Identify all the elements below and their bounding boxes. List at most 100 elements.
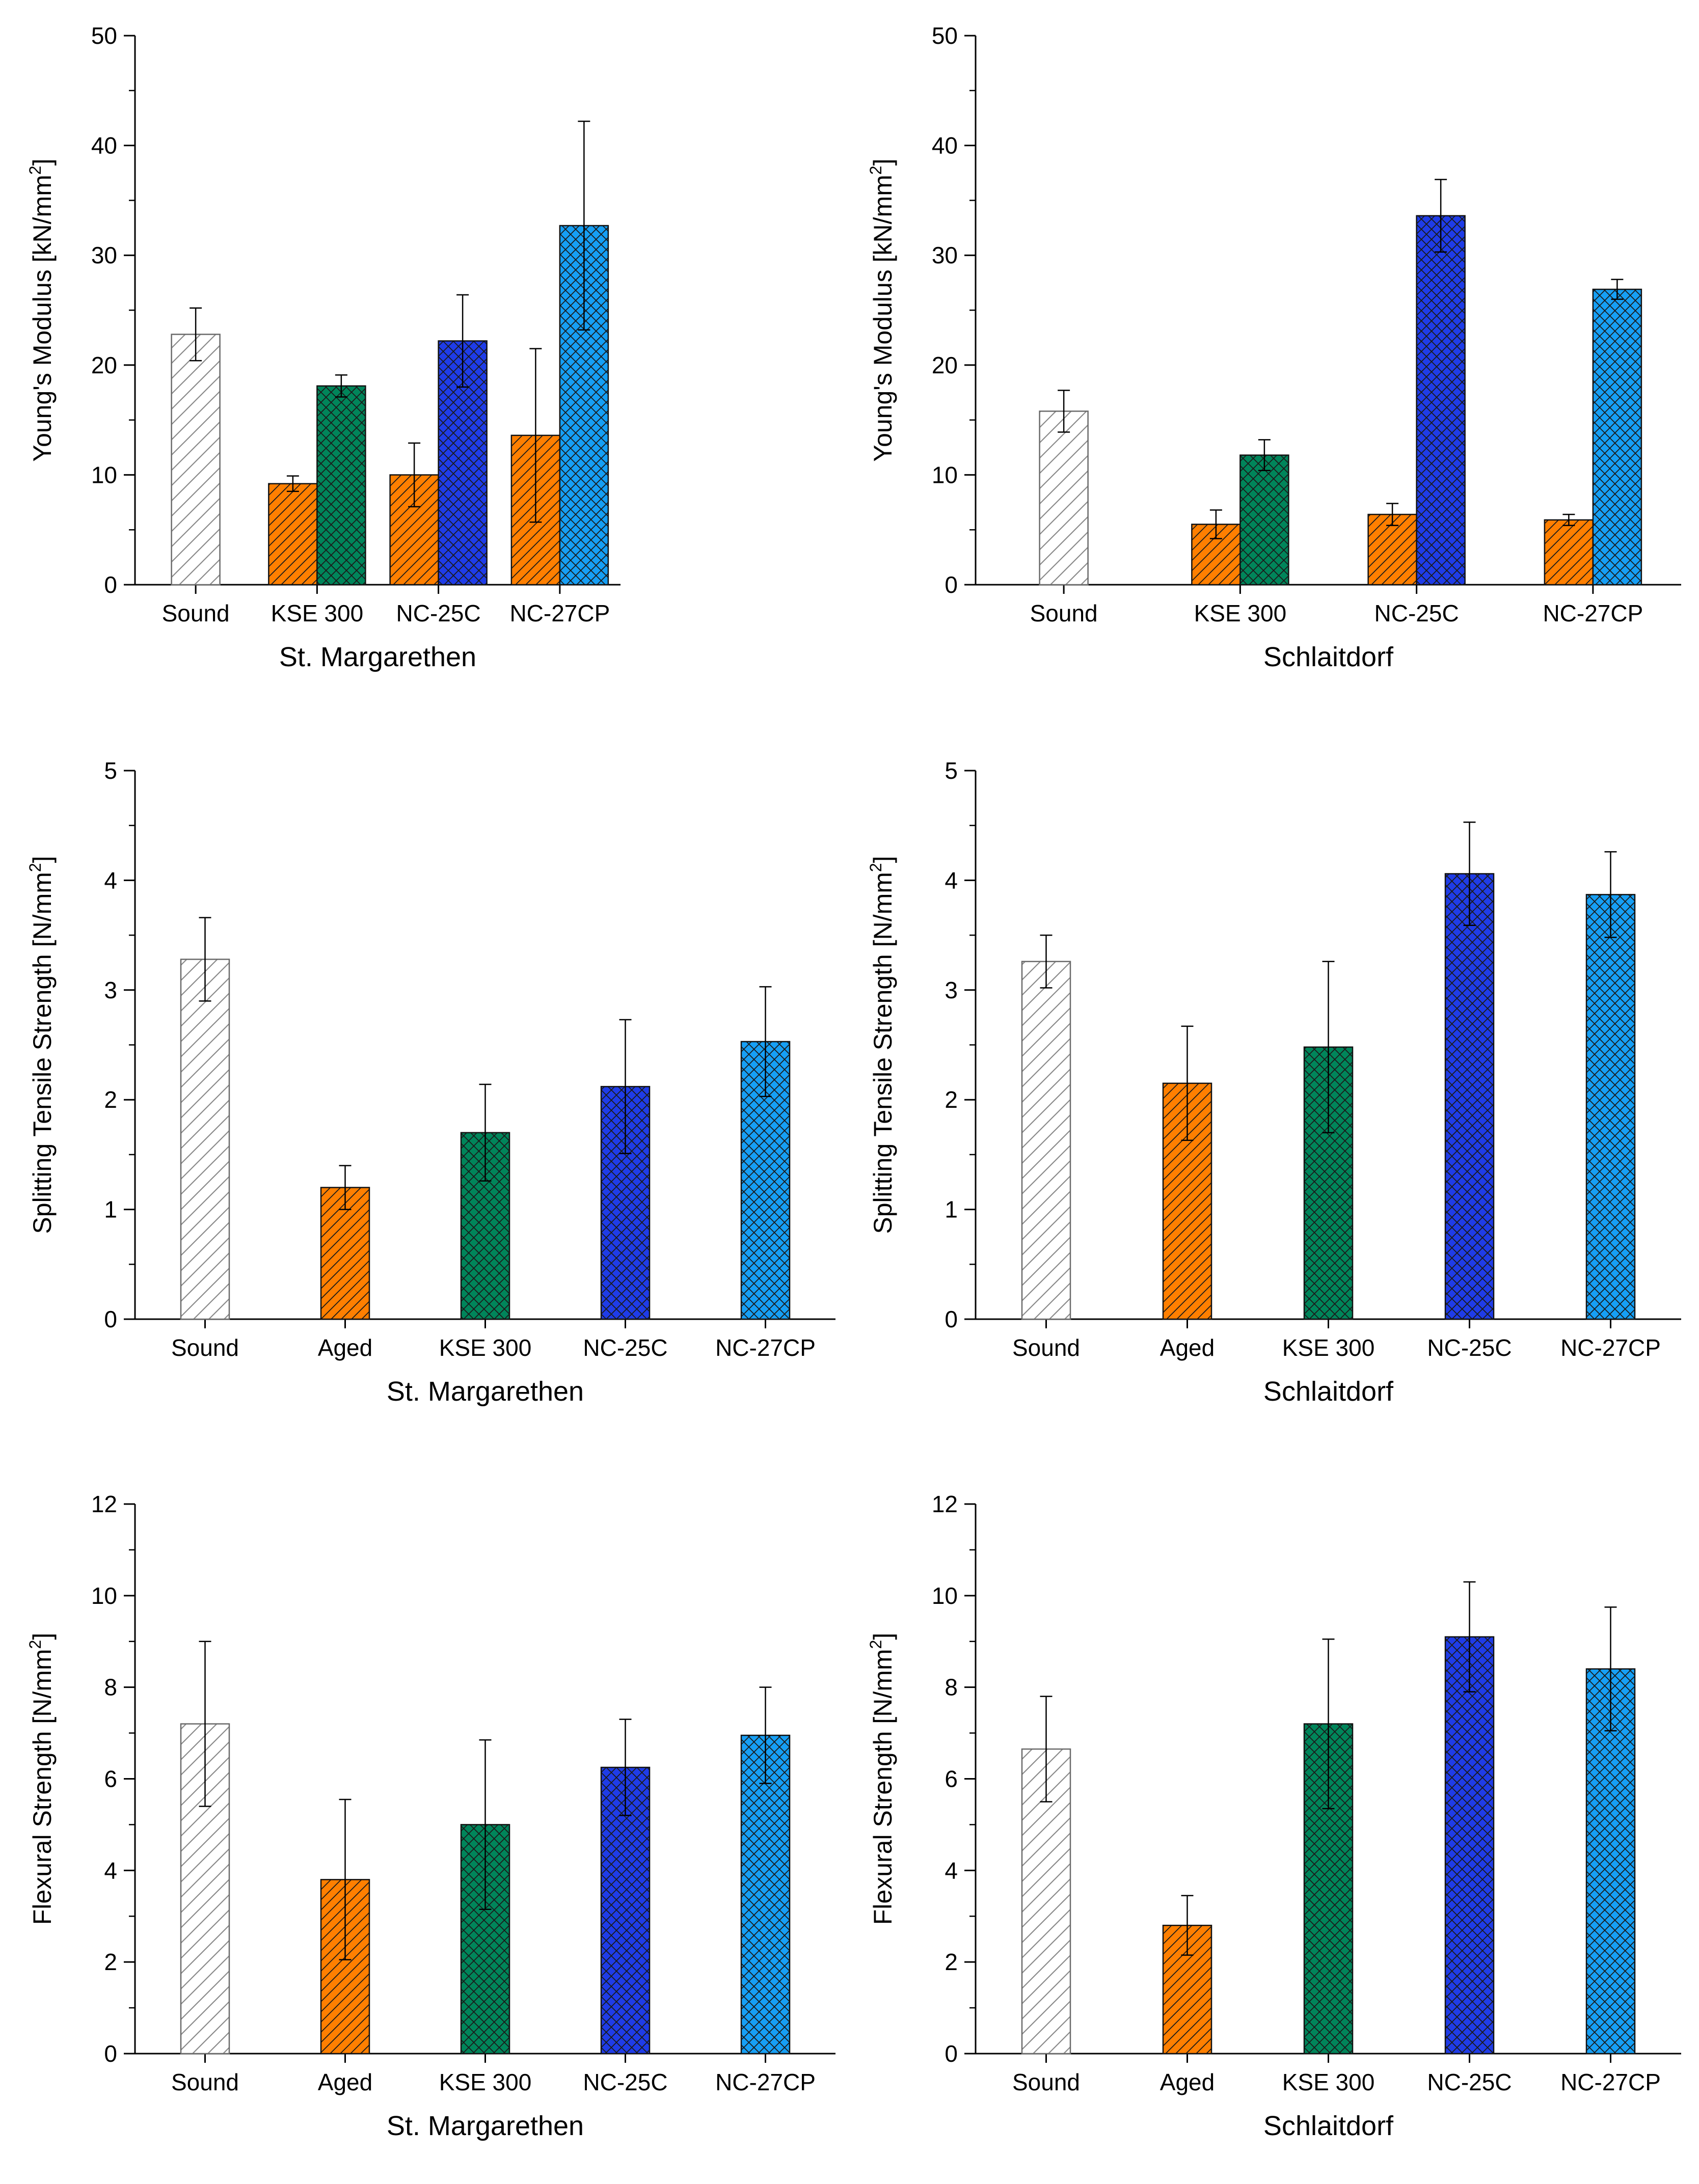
y-tick-label: 10 (932, 1582, 958, 1609)
y-tick-label: 4 (104, 1857, 117, 1883)
x-tick-label: KSE 300 (439, 1334, 532, 1361)
x-tick-label: Sound (1012, 1334, 1080, 1361)
chart-panel-1: 0 10 20 30 40 50 Sound KSE 300 NC-25C NC-27CP St. … (26, 22, 621, 672)
y-axis-title: Flexural Strength [N/mm2] (867, 1633, 897, 1925)
chart-panel-4: 0 1 2 3 4 5 Sound Aged KSE 300 NC-25C NC-27CP Schla… (867, 757, 1681, 1407)
x-tick-label: Aged (318, 2069, 372, 2095)
bar (316, 385, 366, 586)
y-tick-label: 6 (945, 1766, 958, 1792)
y-tick-label: 1 (104, 1196, 117, 1223)
y-tick-label: 3 (945, 977, 958, 1003)
x-tick-label: NC-27CP (715, 2069, 816, 2095)
bar (1585, 894, 1636, 1320)
y-tick-label: 5 (104, 757, 117, 784)
bar (1416, 215, 1466, 586)
bar (171, 334, 221, 586)
bar (740, 1734, 791, 2055)
y-tick-label: 1 (945, 1196, 958, 1223)
y-tick-label: 2 (104, 1949, 117, 1975)
x-tick-label: KSE 300 (271, 600, 364, 626)
bar (600, 1086, 651, 1320)
y-tick-label: 0 (945, 2040, 958, 2067)
x-axis-title: Schlaitdorf (1263, 1376, 1394, 1407)
bar (1444, 873, 1495, 1320)
x-tick-label: Aged (1160, 1334, 1215, 1361)
x-axis-title: St. Margarethen (387, 2111, 584, 2141)
chart-panel-2: 0 10 20 30 40 50 Sound KSE 300 NC-25C NC-27CP Schl… (867, 22, 1681, 672)
y-tick-label: 12 (91, 1491, 117, 1517)
x-tick-label: NC-27CP (1543, 600, 1643, 626)
bar (1444, 1636, 1495, 2055)
x-tick-label: KSE 300 (439, 2069, 532, 2095)
y-tick-label: 20 (91, 352, 117, 378)
x-tick-label: Aged (1160, 2069, 1215, 2095)
x-tick-label: NC-25C (583, 1334, 667, 1361)
x-tick-label: Sound (1030, 600, 1098, 626)
y-tick-label: 50 (91, 22, 117, 49)
x-tick-label: NC-25C (1427, 2069, 1512, 2095)
y-tick-label: 2 (945, 1949, 958, 1975)
y-axis-title: Flexural Strength [N/mm2] (26, 1633, 57, 1925)
chart-panel-6: 0 2 4 6 8 10 12 Sound Aged KSE 300 NC-25C NC-27CP Sc… (867, 1491, 1681, 2141)
x-tick-label: KSE 300 (1194, 600, 1287, 626)
x-tick-label: Aged (318, 1334, 372, 1361)
y-tick-label: 10 (91, 461, 117, 488)
x-tick-label: NC-25C (1374, 600, 1459, 626)
y-tick-label: 0 (104, 1306, 117, 1332)
x-tick-label: Sound (1012, 2069, 1080, 2095)
y-axis-title: Young's Modulus [kN/mm2] (26, 158, 57, 461)
x-tick-label: NC-25C (1427, 1334, 1512, 1361)
bar (1039, 411, 1089, 586)
y-tick-label: 4 (104, 867, 117, 893)
x-tick-label: KSE 300 (1282, 1334, 1375, 1361)
y-tick-label: 30 (91, 242, 117, 268)
x-axis-title: St. Margarethen (279, 642, 476, 672)
y-tick-label: 8 (104, 1674, 117, 1701)
x-tick-label: NC-25C (583, 2069, 667, 2095)
y-tick-label: 10 (932, 461, 958, 488)
y-tick-label: 6 (104, 1766, 117, 1792)
x-tick-label: NC-27CP (1560, 2069, 1661, 2095)
y-tick-label: 12 (932, 1491, 958, 1517)
y-tick-label: 4 (945, 867, 958, 893)
x-axis-title: St. Margarethen (387, 1376, 584, 1407)
x-tick-label: Sound (162, 600, 230, 626)
bar (1544, 519, 1594, 586)
y-axis-title: Splitting Tensile Strength [N/mm2] (867, 856, 897, 1234)
bar (268, 483, 318, 586)
x-axis-title: Schlaitdorf (1263, 2111, 1394, 2141)
y-tick-label: 50 (932, 22, 958, 49)
y-tick-label: 0 (104, 571, 117, 598)
y-axis-title: Young's Modulus [kN/mm2] (867, 158, 897, 461)
y-tick-label: 4 (945, 1857, 958, 1883)
y-tick-label: 2 (945, 1086, 958, 1113)
y-tick-label: 40 (932, 132, 958, 159)
x-tick-label: NC-25C (396, 600, 481, 626)
y-tick-label: 0 (104, 2040, 117, 2067)
y-tick-label: 20 (932, 352, 958, 378)
y-tick-label: 10 (91, 1582, 117, 1609)
y-tick-label: 40 (91, 132, 117, 159)
x-axis-title: Schlaitdorf (1263, 642, 1394, 672)
bar (1021, 961, 1071, 1320)
y-tick-label: 30 (932, 242, 958, 268)
y-tick-label: 5 (945, 757, 958, 784)
bar (180, 959, 230, 1320)
x-tick-label: NC-27CP (509, 600, 610, 626)
y-tick-label: 0 (945, 1306, 958, 1332)
bar (1592, 288, 1642, 586)
y-tick-label: 0 (945, 571, 958, 598)
x-tick-label: NC-27CP (715, 1334, 816, 1361)
y-tick-label: 2 (104, 1086, 117, 1113)
x-tick-label: KSE 300 (1282, 2069, 1375, 2095)
chart-panel-3: 0 1 2 3 4 5 Sound Aged KSE 300 NC-25C NC-27CP St. M… (26, 757, 835, 1407)
bar (1367, 513, 1417, 586)
x-tick-label: Sound (171, 1334, 239, 1361)
x-tick-label: Sound (171, 2069, 239, 2095)
y-tick-label: 3 (104, 977, 117, 1003)
chart-panel-5: 0 2 4 6 8 10 12 Sound Aged KSE 300 NC-25C NC-27CP St… (26, 1491, 835, 2141)
bar (1239, 454, 1289, 586)
y-axis-title: Splitting Tensile Strength [N/mm2] (26, 856, 57, 1234)
y-tick-label: 8 (945, 1674, 958, 1701)
